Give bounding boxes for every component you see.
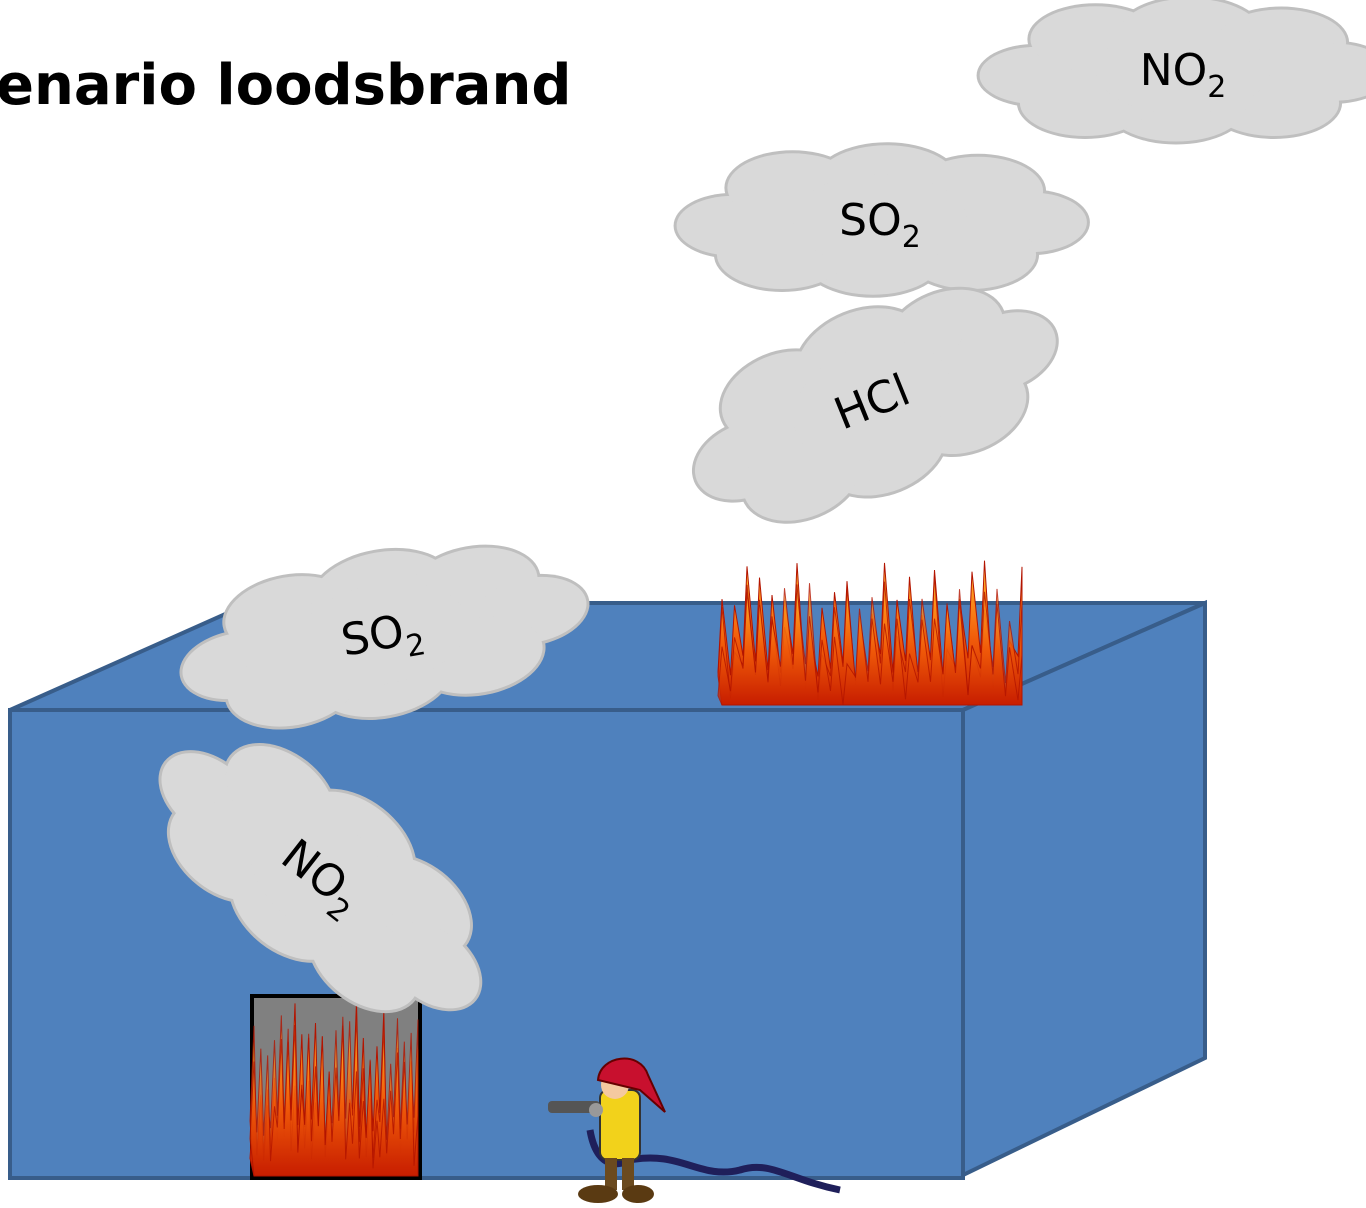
scene: enario loodsbrand NO2SO2HClSO2NO2 xyxy=(0,0,1366,1208)
hand xyxy=(589,1103,603,1117)
leg xyxy=(622,1158,634,1190)
gas-subscript: 2 xyxy=(1207,70,1226,105)
title: enario loodsbrand xyxy=(0,53,571,118)
cloud: SO2 xyxy=(674,142,1090,298)
boot xyxy=(622,1185,654,1203)
gas-subscript: 2 xyxy=(902,220,921,255)
gas-name: NO xyxy=(1140,45,1208,96)
cloud: NO2 xyxy=(977,0,1366,145)
coat xyxy=(600,1090,640,1160)
fire xyxy=(718,561,1022,705)
building-front xyxy=(10,710,963,1178)
gas-name: SO xyxy=(839,195,902,246)
boot xyxy=(578,1185,618,1203)
page: {"title": "enario loodsbrand", "clouds":… xyxy=(0,0,1366,1208)
gas-name: SO xyxy=(337,606,407,667)
leg xyxy=(605,1158,617,1190)
